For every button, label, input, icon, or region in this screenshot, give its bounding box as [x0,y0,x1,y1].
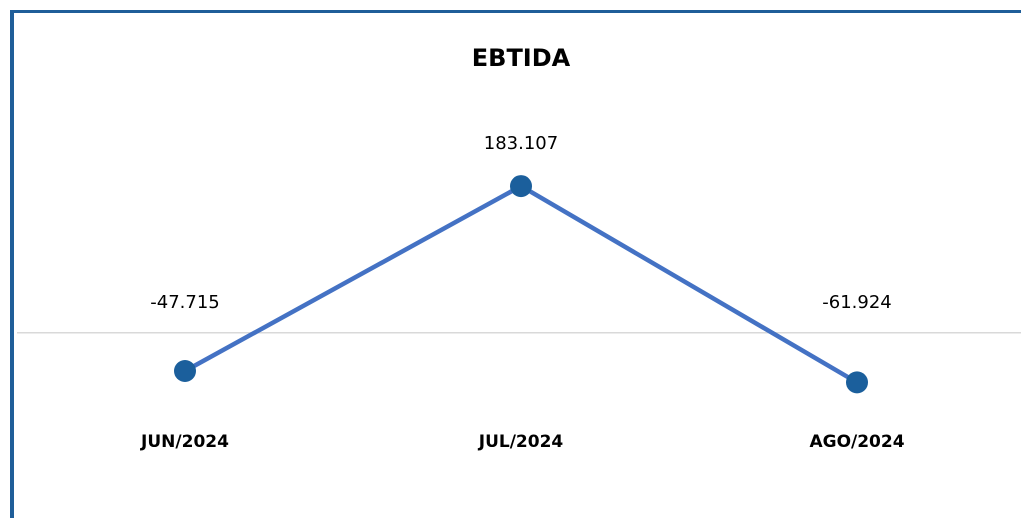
frame-left [10,10,14,518]
data-label: 183.107 [484,133,558,154]
x-tick-label: JUL/2024 [478,432,564,452]
data-label: -61.924 [822,292,891,313]
data-point [174,360,196,383]
data-label: -47.715 [150,292,219,313]
chart-title: EBTIDA [472,44,571,72]
x-tick-label: AGO/2024 [809,432,904,452]
data-point [846,371,868,394]
data-point [510,175,532,198]
x-tick-label: JUN/2024 [140,432,229,452]
frame-top [10,10,1021,13]
